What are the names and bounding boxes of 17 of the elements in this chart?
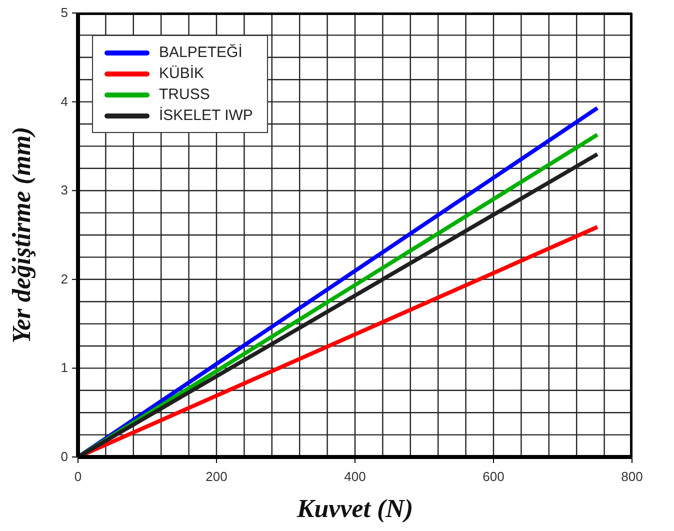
y-tick-label: 4 — [60, 94, 68, 109]
x-tick-label: 600 — [482, 469, 504, 484]
legend-label: TRUSS — [159, 86, 210, 103]
y-tick-label: 3 — [60, 182, 68, 198]
x-tick-label: 800 — [621, 469, 643, 484]
y-tick-label: 5 — [60, 5, 68, 20]
y-tick-label: 2 — [60, 271, 68, 286]
y-axis-title: Yer değiştirme (mm) — [7, 126, 36, 344]
x-axis-title: Kuvvet (N) — [296, 494, 414, 523]
y-tick-label: 1 — [60, 360, 68, 376]
legend-label: BALPETEĞİ — [159, 44, 242, 61]
legend-label: İSKELET IWP — [159, 107, 253, 124]
x-tick-label: 400 — [344, 469, 366, 484]
legend-label: KÜBİK — [159, 65, 204, 82]
x-tick-label: 200 — [206, 469, 228, 484]
x-tick-label: 0 — [74, 469, 82, 484]
y-tick-label: 0 — [60, 449, 68, 464]
